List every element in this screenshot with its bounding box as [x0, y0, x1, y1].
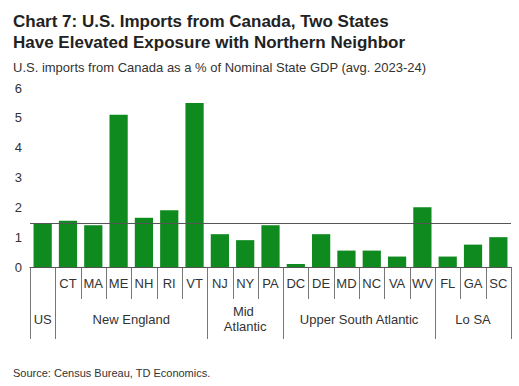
svg-text:Atlantic: Atlantic: [224, 319, 267, 334]
svg-text:NJ: NJ: [212, 276, 228, 291]
svg-text:DC: DC: [286, 276, 305, 291]
svg-text:PA: PA: [262, 276, 279, 291]
svg-text:0: 0: [15, 260, 22, 275]
svg-text:NC: NC: [362, 276, 381, 291]
svg-text:1: 1: [15, 230, 22, 245]
svg-text:US: US: [34, 312, 52, 327]
svg-text:Lo SA: Lo SA: [455, 312, 491, 327]
svg-text:MD: MD: [336, 276, 356, 291]
svg-text:VA: VA: [389, 276, 406, 291]
svg-text:6: 6: [15, 81, 22, 96]
svg-text:Upper South Atlantic: Upper South Atlantic: [300, 312, 419, 327]
svg-text:4: 4: [15, 140, 22, 155]
svg-text:CT: CT: [59, 276, 76, 291]
svg-text:5: 5: [15, 110, 22, 125]
svg-text:RI: RI: [163, 276, 176, 291]
svg-text:GA: GA: [464, 276, 483, 291]
svg-text:3: 3: [15, 170, 22, 185]
svg-text:NH: NH: [135, 276, 154, 291]
svg-text:SC: SC: [489, 276, 507, 291]
svg-text:ME: ME: [109, 276, 129, 291]
svg-text:Chart 7: U.S. Imports from Can: Chart 7: U.S. Imports from Canada, Two S…: [13, 12, 393, 31]
svg-text:2: 2: [15, 200, 22, 215]
svg-text:U.S. imports from Canada as a: U.S. imports from Canada as a % of Nomin…: [13, 60, 426, 75]
svg-text:Mid: Mid: [233, 304, 258, 319]
svg-text:Have Elevated Exposure with No: Have Elevated Exposure with Northern Nei…: [13, 33, 405, 52]
svg-text:DE: DE: [312, 276, 330, 291]
svg-text:NY: NY: [236, 276, 254, 291]
svg-text:New England: New England: [93, 312, 170, 327]
svg-text:MA: MA: [84, 276, 104, 291]
svg-text:FL: FL: [440, 276, 455, 291]
svg-text:Source: Census Bureau, TD Econ: Source: Census Bureau, TD Economics.: [13, 367, 210, 379]
svg-text:WV: WV: [412, 276, 433, 291]
svg-text:VT: VT: [186, 276, 203, 291]
